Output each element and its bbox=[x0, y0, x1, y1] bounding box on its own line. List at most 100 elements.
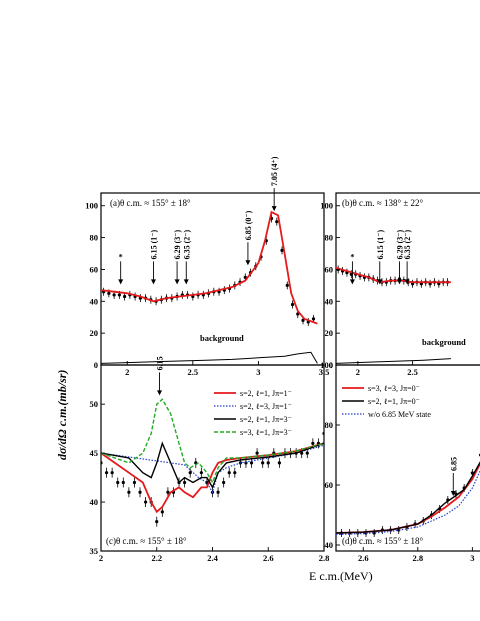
panel-a-plot bbox=[101, 210, 318, 364]
annotation-label: 6.29 (3⁻) bbox=[173, 229, 182, 259]
legend-d: s=3, ℓ=3, Jπ=0⁻ s=2, ℓ=1, Jπ=0⁻ w/o 6.85… bbox=[342, 384, 431, 419]
data-point bbox=[300, 451, 304, 455]
panel-b-label: (b)θ c.m. ≈ 138° ± 22° bbox=[342, 198, 424, 208]
data-point bbox=[266, 461, 270, 465]
annotation-label: 6.35 (2⁻) bbox=[403, 229, 412, 259]
x-tick-label: 2 bbox=[99, 553, 103, 563]
data-point bbox=[121, 480, 125, 485]
annotation-label: 6.85 bbox=[449, 457, 458, 471]
data-point bbox=[244, 461, 248, 465]
panel-d-frame bbox=[335, 364, 480, 552]
x-tick-label: 2.6 bbox=[358, 553, 369, 563]
data-point bbox=[290, 302, 295, 307]
y-tick-label: 0 bbox=[94, 360, 98, 370]
data-point bbox=[255, 451, 259, 455]
y-tick-label: 100 bbox=[320, 360, 333, 370]
panel-a-label: (a)θ c.m. ≈ 155° ± 18° bbox=[110, 198, 191, 208]
annotation-label: * bbox=[119, 252, 123, 261]
x-tick-label: 2.2 bbox=[151, 553, 162, 563]
annotation-arrowhead bbox=[271, 206, 277, 212]
x-tick-label: 2 bbox=[356, 367, 360, 377]
series-line bbox=[101, 351, 318, 364]
data-point bbox=[144, 500, 148, 504]
panel-a-background-label: background bbox=[200, 333, 244, 343]
x-tick-label: 3 bbox=[256, 367, 260, 377]
annotation-label: 6.15 (1⁻) bbox=[149, 229, 158, 259]
data-point bbox=[160, 510, 164, 514]
data-point bbox=[166, 490, 170, 494]
y-tick-label: 100 bbox=[320, 201, 333, 211]
y-tick-label: 50 bbox=[90, 399, 99, 409]
series-line bbox=[336, 461, 480, 534]
data-point bbox=[311, 317, 316, 321]
x-tick-label: 3.5 bbox=[319, 367, 330, 377]
x-tick-label: 2.5 bbox=[407, 367, 418, 377]
data-point bbox=[277, 461, 281, 465]
x-tick-label: 2.6 bbox=[263, 553, 274, 563]
annotation-label: 6.85 (0⁻) bbox=[244, 210, 253, 240]
panel-d-plot bbox=[336, 453, 480, 537]
annotation-label: * bbox=[350, 252, 354, 261]
data-point bbox=[138, 490, 142, 494]
series-line bbox=[336, 469, 480, 536]
y-tick-label: 40 bbox=[90, 296, 99, 306]
x-tick-label: 2.8 bbox=[319, 553, 330, 563]
y-tick-label: 60 bbox=[325, 480, 334, 490]
data-point bbox=[110, 471, 114, 475]
series-line bbox=[336, 358, 451, 364]
x-tick-label: 2 bbox=[125, 367, 129, 377]
y-tick-label: 80 bbox=[90, 233, 99, 243]
data-point bbox=[101, 461, 103, 465]
legend-d-item: s=2, ℓ=1, Jπ=0⁻ bbox=[368, 397, 420, 406]
series-line bbox=[336, 267, 451, 284]
data-point bbox=[116, 480, 120, 485]
series-line bbox=[101, 444, 324, 494]
y-tick-label: 60 bbox=[90, 264, 99, 274]
y-tick-label: 60 bbox=[325, 264, 334, 274]
series-line bbox=[101, 441, 324, 490]
series-line bbox=[101, 398, 324, 485]
data-point bbox=[227, 471, 231, 475]
legend-c: s=2, ℓ=1, Jπ=1⁻ s=2, ℓ=3, Jπ=1⁻ s=2, ℓ=1… bbox=[214, 389, 292, 437]
data-point bbox=[183, 480, 187, 485]
y-tick-label: 35 bbox=[90, 546, 99, 556]
annotation-label: 6.15 (1⁻) bbox=[376, 229, 385, 259]
data-point bbox=[305, 451, 309, 455]
data-point bbox=[261, 461, 265, 465]
annotation-label: 6.15 bbox=[156, 356, 165, 370]
data-point bbox=[188, 471, 192, 475]
data-point bbox=[285, 283, 289, 287]
annotation-arrowhead bbox=[396, 279, 402, 285]
data-point bbox=[280, 248, 284, 252]
series-line bbox=[101, 210, 318, 325]
legend-d-item: s=3, ℓ=3, Jπ=0⁻ bbox=[368, 384, 420, 393]
y-tick-label: 40 bbox=[325, 540, 334, 550]
annotation-label: 6.35 (2⁻) bbox=[182, 229, 191, 259]
annotation-arrowhead bbox=[377, 279, 383, 285]
data-point bbox=[117, 293, 121, 297]
annotation-arrowhead bbox=[150, 279, 156, 285]
legend-c-item: s=2, ℓ=1, Jπ=1⁻ bbox=[240, 389, 292, 398]
data-point bbox=[233, 471, 237, 475]
data-point bbox=[199, 471, 203, 475]
y-tick-label: 20 bbox=[90, 328, 99, 338]
y-tick-label: 45 bbox=[90, 448, 99, 458]
y-tick-label: 40 bbox=[90, 497, 99, 507]
annotation-arrowhead bbox=[404, 279, 410, 285]
annotation-arrowhead bbox=[349, 279, 355, 285]
data-point bbox=[222, 480, 226, 485]
panel-c-label: (c)θ c.m. ≈ 155° ± 18° bbox=[106, 536, 187, 546]
data-point bbox=[311, 441, 315, 445]
legend-c-item: s=3, ℓ=1, Jπ=3⁻ bbox=[240, 428, 292, 437]
panel-c-plot bbox=[101, 398, 324, 527]
x-tick-label: 2.8 bbox=[413, 553, 424, 563]
data-point bbox=[301, 318, 305, 323]
data-point bbox=[216, 490, 220, 494]
data-point bbox=[275, 220, 279, 224]
y-tick-label: 100 bbox=[85, 201, 98, 211]
annotation-arrowhead bbox=[450, 491, 456, 496]
x-axis-label: E c.m.(MeV) bbox=[309, 569, 373, 583]
data-point bbox=[127, 490, 131, 494]
data-point bbox=[104, 471, 109, 475]
annotation-label: 6.29 (3⁻) bbox=[395, 229, 404, 259]
